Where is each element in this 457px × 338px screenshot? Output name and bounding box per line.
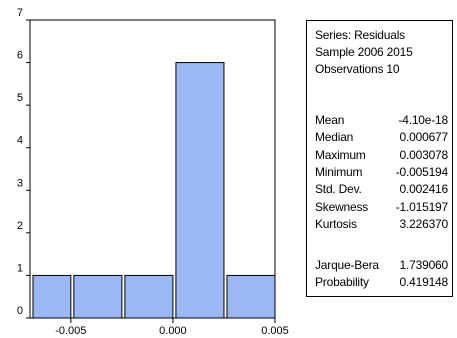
test-row: Jarque-Bera 1.739060 (315, 257, 448, 274)
sample-range: Sample 2006 2015 (315, 45, 413, 59)
stat-label: Skewness (315, 199, 369, 214)
statistics-panel: Series: Residuals Sample 2006 2015 Obser… (306, 20, 453, 297)
stat-row: Skewness -1.015197 (315, 199, 448, 216)
stat-label: Maximum (315, 147, 366, 162)
histogram-bar (73, 274, 123, 319)
stat-value: -0.005194 (395, 164, 448, 179)
stat-row: Maximum 0.003078 (315, 147, 448, 164)
histogram-bar (124, 274, 174, 319)
plot-frame (29, 19, 276, 319)
x-tick-label: -0.005 (55, 325, 86, 337)
observations-count: Observations 10 (315, 62, 400, 76)
stat-value: 0.000677 (399, 130, 449, 145)
stat-label: Median (315, 130, 354, 145)
stat-value: 0.002416 (399, 182, 449, 197)
y-tick-label: 0 (17, 305, 23, 317)
test-row: Probability 0.419148 (315, 274, 448, 291)
x-tick-label: 0.005 (261, 325, 289, 337)
y-tick-label: 7 (17, 7, 23, 19)
stat-row: Kurtosis 3.226370 (315, 216, 448, 233)
y-tick-label: 4 (17, 135, 23, 147)
test-label: Probability (315, 275, 369, 290)
histogram-bar (175, 62, 225, 319)
stat-value: 0.003078 (399, 147, 449, 162)
y-tick-label: 3 (17, 177, 23, 189)
series-name: Series: Residuals (315, 28, 405, 42)
y-tick-label: 2 (17, 220, 23, 232)
stat-row: Mean -4.10e-18 (315, 112, 448, 129)
stat-row: Std. Dev. 0.002416 (315, 181, 448, 198)
histogram-chart: 0 1 2 3 4 5 6 7 -0.005 0.000 0.005 (17, 7, 289, 337)
test-label: Jarque-Bera (315, 258, 379, 272)
stat-label: Minimum (315, 164, 363, 179)
test-value: 1.739060 (399, 258, 449, 272)
stat-value: -1.015197 (395, 199, 448, 214)
stat-value: -4.10e-18 (398, 113, 448, 127)
y-tick-label: 6 (17, 50, 23, 62)
stat-value: 3.226370 (399, 216, 449, 231)
x-tick-label: 0.000 (159, 325, 187, 337)
stat-row: Minimum -0.005194 (315, 164, 448, 181)
stat-label: Std. Dev. (315, 182, 362, 197)
y-tick-label: 1 (17, 262, 23, 274)
test-value: 0.419148 (399, 275, 449, 290)
stat-row: Median 0.000677 (315, 129, 448, 146)
stat-label: Mean (315, 113, 345, 127)
histogram-bar (226, 274, 276, 319)
stat-label: Kurtosis (315, 216, 357, 231)
histogram-bar (32, 274, 72, 319)
y-tick-label: 5 (17, 92, 23, 104)
